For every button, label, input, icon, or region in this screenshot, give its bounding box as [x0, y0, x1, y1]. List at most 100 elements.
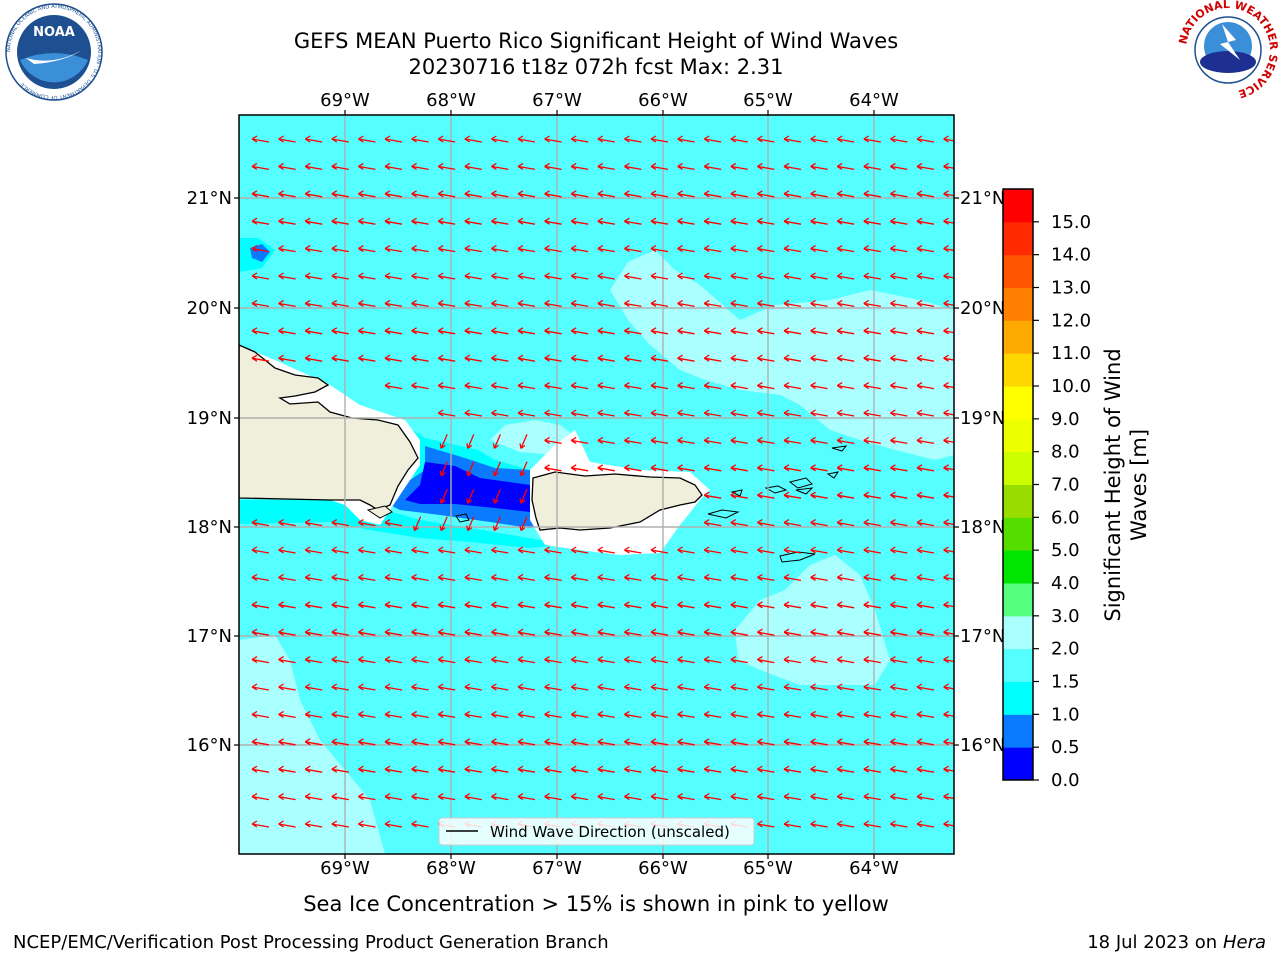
wind-wave-arrow: [278, 656, 296, 664]
wind-wave-arrow: [519, 461, 528, 477]
wind-wave-arrow: [836, 327, 855, 335]
colorbar-tick-label: 5.0: [1051, 540, 1080, 561]
wind-wave-arrow: [703, 573, 722, 582]
wind-wave-arrow: [916, 327, 935, 335]
wind-wave-arrow: [331, 354, 349, 362]
wind-wave-arrow: [890, 683, 908, 691]
wind-wave-arrow: [411, 245, 429, 253]
wind-wave-arrow: [890, 327, 908, 335]
wind-wave-arrow: [863, 217, 881, 225]
wind-wave-arrow: [304, 601, 323, 609]
wind-wave-arrow: [597, 382, 615, 390]
wind-wave-arrow: [597, 436, 615, 445]
wave-zone-0-0.5: [405, 462, 530, 512]
wind-wave-arrow: [278, 135, 296, 143]
wind-wave-arrow: [304, 710, 323, 719]
wind-wave-arrow: [491, 710, 509, 719]
wind-wave-arrow: [278, 354, 296, 362]
wind-wave-arrow: [916, 272, 935, 280]
wind-wave-arrow: [677, 382, 695, 390]
wind-wave-arrow: [943, 135, 954, 143]
colorbar-tick-label: 9.0: [1051, 409, 1080, 430]
wind-wave-arrow: [836, 628, 855, 636]
colorbar-tick-label: 11.0: [1051, 343, 1091, 364]
wind-wave-arrow: [358, 299, 376, 308]
wind-wave-arrow: [411, 162, 429, 171]
wind-wave-arrow: [836, 354, 855, 362]
wind-wave-arrow: [544, 710, 562, 719]
wind-wave-arrow: [650, 409, 669, 417]
wind-wave-arrow: [411, 190, 429, 198]
lon-label-top: 67°W: [532, 90, 582, 111]
wind-wave-arrow: [836, 190, 855, 198]
colorbar-segment: [1003, 189, 1033, 223]
wind-wave-arrow: [464, 573, 482, 582]
wind-wave-arrow: [624, 710, 642, 719]
wind-wave-arrow: [597, 738, 615, 746]
wind-wave-arrow: [411, 299, 429, 308]
wind-wave-arrow: [810, 436, 828, 445]
wind-wave-arrow: [916, 546, 935, 554]
wind-wave-arrow: [730, 272, 748, 280]
wind-wave-arrow: [783, 272, 802, 280]
wind-wave-arrow: [517, 190, 536, 198]
wind-wave-arrow: [437, 656, 456, 664]
wind-wave-arrow: [757, 820, 775, 828]
wind-wave-arrow: [384, 162, 403, 171]
wind-wave-arrow: [517, 382, 536, 390]
wind-wave-arrow: [570, 162, 589, 171]
wind-wave-arrow: [491, 409, 509, 417]
wind-wave-arrow: [544, 327, 562, 335]
wind-wave-arrow: [783, 765, 802, 773]
wind-wave-arrow: [597, 573, 615, 582]
wind-wave-arrow: [943, 601, 954, 609]
wind-wave-arrow: [384, 245, 403, 253]
wind-wave-arrow: [943, 683, 954, 691]
wind-wave-arrow: [810, 601, 828, 609]
wind-wave-arrow: [863, 793, 881, 801]
wind-wave-arrow: [810, 135, 828, 143]
wind-wave-arrow: [916, 436, 935, 445]
wind-wave-arrow: [757, 519, 775, 527]
wind-wave-arrow: [783, 299, 802, 308]
wind-wave-arrow: [384, 135, 403, 143]
wind-wave-arrow: [331, 272, 349, 280]
wind-wave-arrow: [544, 272, 562, 280]
wind-wave-arrow: [757, 710, 775, 719]
wind-wave-arrow: [730, 135, 748, 143]
wind-wave-arrow: [810, 327, 828, 335]
colorbar-tick-label: 1.5: [1051, 672, 1080, 693]
wind-wave-arrow: [863, 272, 881, 280]
wind-wave-arrow: [411, 656, 429, 664]
wind-wave-arrow: [517, 272, 536, 280]
wind-wave-arrow: [544, 546, 562, 554]
wind-wave-arrow: [624, 217, 642, 225]
wind-wave-arrow: [836, 820, 855, 828]
colorbar-tick-label: 6.0: [1051, 507, 1080, 528]
wind-wave-arrow: [677, 299, 695, 308]
wind-wave-arrow: [783, 135, 802, 143]
wind-wave-arrow: [757, 135, 775, 143]
colorbar-ticks: 0.0 0.5 1.0 1.5 2.0 3.0 4.0 5.0 6.0 7.0 8.0 9.0 10.0…: [1033, 212, 1091, 791]
colorbar-tick-label: 8.0: [1051, 442, 1080, 463]
wind-wave-arrow: [304, 135, 323, 143]
wind-wave-arrow: [783, 436, 802, 445]
wind-wave-arrow: [943, 299, 954, 307]
wind-wave-arrow: [757, 464, 775, 472]
wind-wave-arrow: [304, 190, 323, 198]
wind-wave-arrow: [943, 190, 954, 198]
wind-wave-arrow: [677, 135, 695, 143]
wind-wave-arrow: [519, 516, 528, 532]
wind-wave-arrow: [703, 738, 722, 746]
wind-wave-arrow: [943, 793, 954, 801]
wind-wave-arrow: [677, 573, 695, 582]
wind-wave-arrow: [570, 683, 589, 691]
wind-wave-arrow: [491, 272, 509, 280]
wind-wave-arrow: [544, 683, 562, 691]
wind-wave-arrow: [890, 793, 908, 801]
wind-wave-arrow: [836, 436, 855, 445]
svg-text:Waves [m]: Waves [m]: [1127, 429, 1151, 541]
wind-wave-arrow: [491, 683, 509, 691]
wind-wave-arrow: [411, 820, 429, 828]
wind-wave-arrow: [437, 409, 456, 417]
